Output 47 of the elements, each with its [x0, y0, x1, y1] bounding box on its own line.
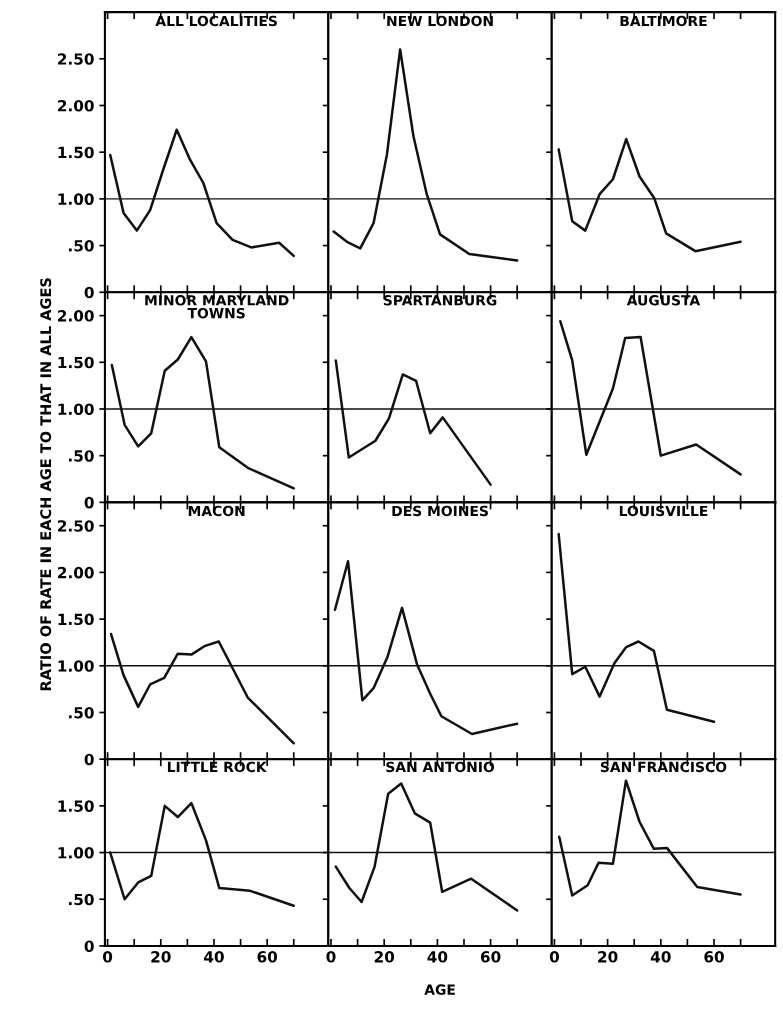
chart-title: ALL LOCALITIES [155, 15, 277, 27]
y-tick-label: .50 [69, 706, 94, 719]
y-tick-label: .50 [69, 240, 94, 252]
y-axis-title: RATIO OF RATE IN EACH AGE TO THAT IN ALL AGES [40, 278, 52, 691]
y-tick-label: 2.50 [58, 53, 94, 65]
x-tick-label: 20 [598, 951, 618, 963]
chart-title: SAN ANTONIO [386, 761, 495, 773]
x-tick-label: 0 [326, 951, 336, 963]
x-tick-label: 40 [204, 951, 224, 963]
x-tick-label: 60 [480, 951, 501, 963]
y-tick-label: 1.00 [58, 193, 94, 205]
x-tick-label: 0 [549, 951, 559, 963]
x-tick-label: 40 [427, 951, 448, 963]
text: MINOR MARYLAND TOWNS [145, 295, 289, 319]
y-tick-label: 0 [84, 753, 94, 766]
x-tick-label: 40 [650, 951, 671, 963]
x-tick-label: 60 [257, 951, 278, 963]
y-tick-label: 0 [84, 940, 94, 952]
y-tick-label: .50 [69, 893, 94, 906]
x-tick-label: 20 [151, 951, 171, 963]
y-tick-label: 1.50 [58, 613, 94, 626]
x-tick-label: 0 [103, 951, 113, 963]
chart-title: LOUISVILLE [619, 505, 708, 517]
y-tick-label: .50 [69, 450, 94, 462]
chart-title: NEW LONDON [387, 15, 493, 27]
x-tick-label: 60 [704, 951, 724, 963]
y-tick-label: 1.50 [58, 800, 94, 812]
y-tick-label: 2.00 [58, 310, 94, 322]
x-axis-title: AGE [424, 984, 455, 995]
chart-title: DES MOINES [392, 505, 488, 517]
chart-title: MACON [188, 505, 245, 517]
y-tick-label: 2.00 [58, 566, 94, 579]
chart-title: AUGUSTA [626, 295, 701, 306]
y-tick-label: 0 [84, 496, 94, 509]
chart-title: SAN FRANCISCO [600, 761, 727, 773]
y-tick-label: 2.50 [58, 520, 94, 532]
y-tick-label: 1.00 [58, 660, 94, 672]
x-tick-label: 20 [374, 951, 395, 963]
y-tick-label: 1.00 [58, 847, 94, 859]
chart-title: SPARTANBURG [383, 295, 497, 306]
y-tick-label: 1.00 [58, 403, 94, 416]
y-tick-label: 1.50 [58, 146, 94, 159]
y-tick-label: 1.50 [58, 356, 94, 369]
y-tick-label: 0 [84, 286, 94, 299]
chart-title: BALTIMORE [620, 15, 707, 27]
chart-title: LITTLE ROCK [167, 761, 267, 773]
y-tick-label: 2.00 [58, 99, 94, 112]
